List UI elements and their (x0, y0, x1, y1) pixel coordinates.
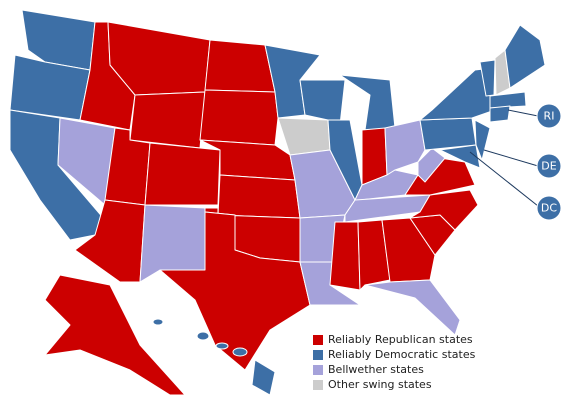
state (44, 274, 186, 396)
state (232, 347, 248, 357)
callout-badge (536, 195, 562, 221)
state (504, 24, 546, 89)
states (9, 9, 546, 396)
legend-label: Reliably Democratic states (328, 348, 476, 361)
state (364, 279, 461, 336)
state (196, 331, 210, 341)
state (479, 59, 496, 97)
callout-label: DC (541, 202, 557, 215)
legend-swatch (313, 350, 323, 360)
state (439, 144, 481, 169)
state (419, 117, 477, 151)
state (199, 89, 279, 146)
state (217, 174, 301, 219)
legend-label: Bellwether states (328, 363, 424, 376)
callout-line (483, 149, 539, 167)
legend-swatch (313, 365, 323, 375)
legend-label: Other swing states (328, 378, 432, 391)
state (417, 147, 446, 183)
legend-swatch (313, 380, 323, 390)
state (251, 359, 276, 396)
state (329, 221, 361, 291)
callout-label: DE (541, 160, 556, 173)
callout-badge (536, 103, 562, 129)
callout-badge (536, 153, 562, 179)
state (357, 219, 391, 291)
state (299, 79, 346, 126)
legend-label: Reliably Republican states (328, 333, 473, 346)
legend: Reliably Republican states Reliably Democ… (313, 333, 476, 391)
state (381, 217, 436, 283)
state (489, 105, 511, 123)
state (152, 318, 164, 326)
state (129, 91, 206, 149)
callout-line (507, 109, 539, 117)
callout-line (469, 151, 539, 207)
state (159, 211, 311, 371)
legend-swatch (313, 335, 323, 345)
callouts: RI DE DC (536, 103, 562, 221)
state (215, 342, 229, 350)
state (489, 91, 527, 109)
state (144, 142, 221, 206)
state (409, 189, 479, 231)
state (474, 119, 491, 161)
callout-lines (469, 109, 539, 207)
state (277, 117, 331, 156)
callout-label: RI (544, 110, 555, 123)
state (204, 39, 276, 93)
